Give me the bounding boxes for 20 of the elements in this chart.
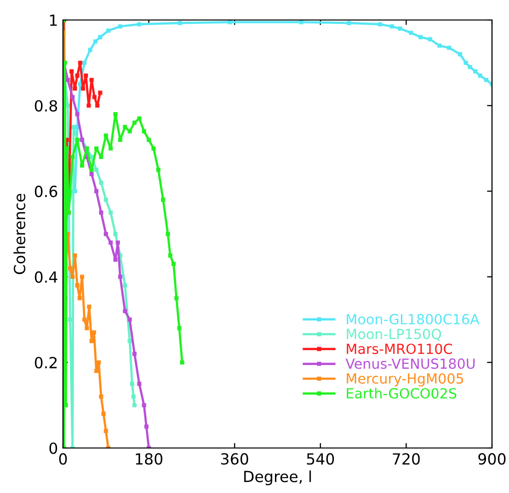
legend-label: Earth-GOCO02S: [346, 388, 456, 399]
x-tick-label: 0: [59, 453, 67, 465]
x-tick-label: 900: [478, 453, 506, 465]
legend-label: Mars-MRO110C: [346, 344, 452, 354]
y-tick-label: 1: [50, 14, 57, 26]
x-tick-label: 720: [392, 453, 420, 465]
x-tick-label: 180: [136, 453, 162, 465]
x-axis-title: Degree, l: [244, 470, 311, 486]
x-tick-label: 360: [221, 453, 248, 465]
legend-label: Mercury-HgM005: [346, 373, 464, 386]
legend-label: Venus-VENUS180U: [346, 358, 475, 369]
x-tick-label: 540: [307, 453, 334, 465]
y-tick-label: 0.2: [34, 356, 57, 368]
y-tick-label: 0: [49, 442, 58, 454]
y-tick-label: 0.6: [34, 186, 58, 198]
y-tick-label: 0.4: [34, 271, 58, 283]
y-axis-title: Coherence: [14, 194, 26, 274]
legend-label: Moon-LP150Q: [346, 328, 442, 341]
y-tick-label: 0.8: [34, 100, 58, 112]
legend-label: Moon-GL1800C16A: [346, 314, 480, 324]
